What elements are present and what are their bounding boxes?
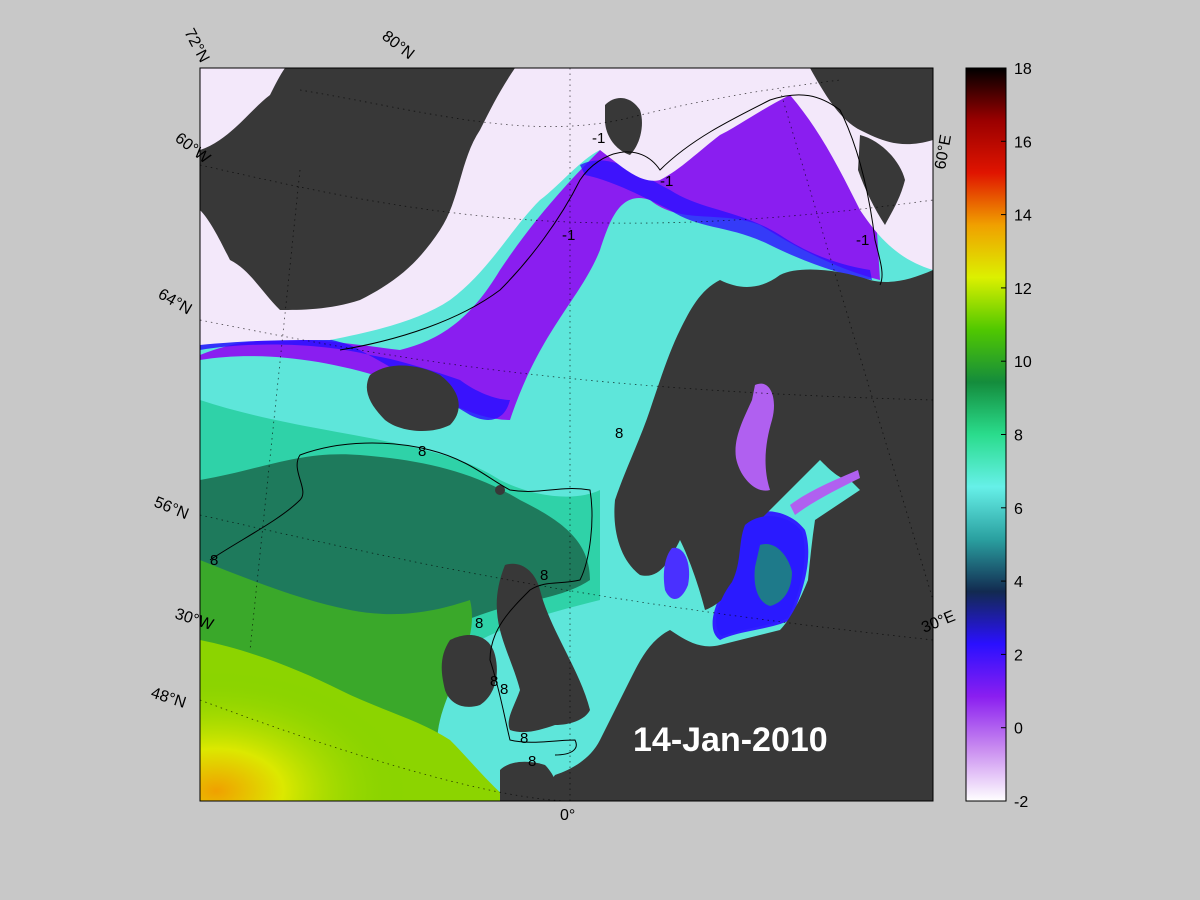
contour-label: 8 [210, 552, 218, 569]
contour-lines [209, 94, 883, 756]
colorbar-tick-label: 18 [1014, 61, 1032, 78]
colorbar-tick-label: 6 [1014, 501, 1023, 518]
contour-label-group: -1 -1 -1 -1 8 8 8 8 8 8 8 8 8 [210, 130, 869, 770]
colorbar-tick-label: 8 [1014, 428, 1023, 445]
contour-line-8 [209, 442, 593, 756]
deep-blue-edge-north [580, 160, 872, 280]
colorbar-tick-label: 12 [1014, 281, 1032, 298]
ireland-land [441, 635, 497, 707]
kattegat-water [663, 547, 690, 600]
lon-label-0: 0° [560, 807, 575, 824]
contour-label: 8 [528, 753, 536, 770]
contour-label: -1 [660, 173, 673, 190]
contour-label: -1 [592, 130, 605, 147]
contour-label: -1 [562, 227, 575, 244]
svalbard-land [605, 98, 642, 155]
colorbar-tick-label: 10 [1014, 354, 1032, 371]
atlantic-dark-green [200, 454, 590, 635]
franz-josef-land [810, 68, 933, 145]
contour-label: 8 [540, 567, 548, 584]
colorbar-tick-label: 0 [1014, 721, 1023, 738]
contour-label: 8 [475, 615, 483, 632]
colorbar-tick-label: 14 [1014, 208, 1032, 225]
baltic-inner-water [754, 544, 792, 606]
bothnia-water [735, 383, 775, 491]
iceland-land [366, 365, 459, 432]
contour-label: -1 [856, 232, 869, 249]
novaya-zemlya [858, 135, 905, 225]
contour-label: 8 [615, 425, 623, 442]
lat-label-56n: 56°N [152, 494, 192, 523]
colorbar-ticks: 18 16 14 12 10 8 6 4 2 0 -2 [1001, 61, 1032, 811]
scandinavia-europe-land [520, 269, 933, 801]
great-britain-land [496, 563, 590, 733]
cold-water-band [200, 88, 880, 421]
graticule [200, 68, 933, 801]
graticule-lon-30w [249, 169, 301, 651]
colorbar-ramp [965, 67, 1007, 802]
lat-label-64n: 64°N [155, 286, 194, 319]
lat-label-72n: 72°N [180, 26, 212, 66]
graticule-lat-48 [200, 699, 571, 801]
contour-label: 8 [520, 730, 528, 747]
contour-label: 8 [490, 673, 498, 690]
contour-label: 8 [500, 681, 508, 698]
map-panel [200, 68, 933, 801]
lat-label-48n: 48°N [149, 685, 188, 712]
contour-line-minus1 [339, 94, 883, 351]
colorbar-tick-label: 16 [1014, 134, 1032, 151]
gulf-of-finland-water [790, 470, 860, 515]
greenland-land [200, 68, 515, 310]
date-label: 14-Jan-2010 [633, 721, 828, 759]
contour-label: 8 [418, 443, 426, 460]
colorbar-tick-label: 2 [1014, 647, 1023, 664]
colorbar-tick-label: -2 [1014, 794, 1028, 811]
lat-label-80n: 80°N [379, 28, 418, 63]
brittany-land [500, 761, 560, 801]
graticule-lon-30e [779, 89, 933, 601]
graticule-lat-64 [200, 319, 933, 401]
colorbar-tick-label: 4 [1014, 574, 1023, 591]
lon-label-60e: 60°E [932, 133, 955, 170]
faroe-islands [495, 485, 505, 495]
map-frame [199, 67, 934, 802]
colorbar: 18 16 14 12 10 8 6 4 2 0 -2 [965, 61, 1032, 811]
